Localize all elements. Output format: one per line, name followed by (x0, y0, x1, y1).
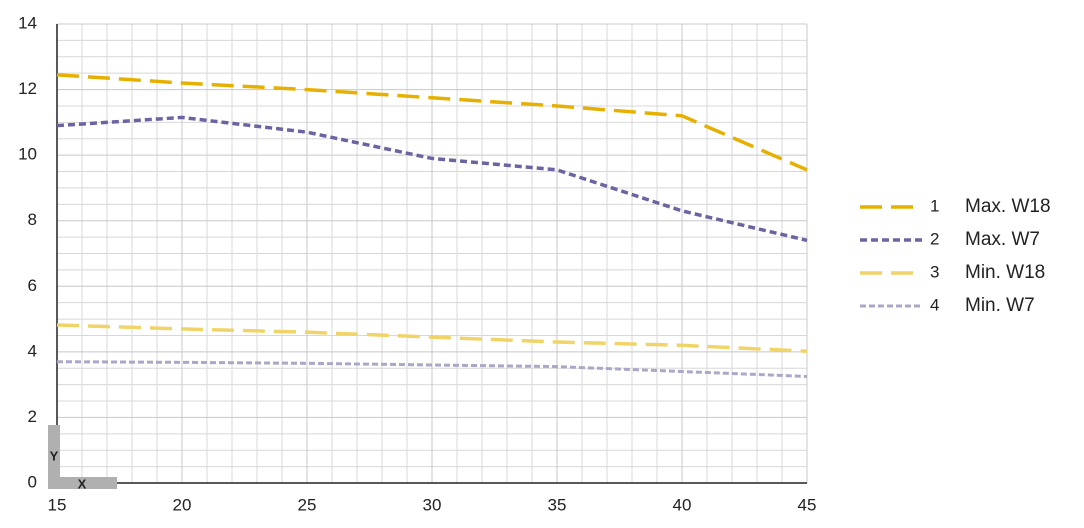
x-tick-label: 30 (423, 495, 442, 514)
y-tick-label: 12 (18, 79, 37, 98)
series-line (56, 115, 808, 243)
x-tick-label: 40 (673, 495, 692, 514)
y-tick-label: 4 (28, 341, 37, 360)
y-tick-label: 8 (28, 210, 37, 229)
x-axis-label: X (78, 476, 87, 491)
x-tick-label: 45 (798, 495, 817, 514)
x-tick-label: 15 (48, 495, 67, 514)
legend-label: Min. W7 (965, 295, 1035, 316)
legend-number: 2 (930, 229, 939, 248)
y-tick-label: 14 (18, 13, 37, 32)
series-line (56, 73, 808, 172)
x-tick-label: 20 (173, 495, 192, 514)
series-line (56, 360, 808, 378)
series-line (56, 323, 808, 353)
y-tick-label: 6 (28, 276, 37, 295)
legend-label: Min. W18 (965, 262, 1045, 283)
legend-number: 4 (930, 295, 939, 314)
y-tick-label: 0 (28, 472, 37, 491)
y-tick-label: 10 (18, 145, 37, 164)
legend-number: 3 (930, 262, 939, 281)
legend-label: Max. W18 (965, 196, 1051, 217)
y-axis-label: Y (50, 448, 59, 463)
x-tick-label: 35 (548, 495, 567, 514)
x-tick-label: 25 (298, 495, 317, 514)
legend-label: Max. W7 (965, 229, 1040, 250)
axis-icon (48, 425, 117, 489)
legend-number: 1 (930, 196, 939, 215)
y-tick-label: 2 (28, 407, 37, 426)
